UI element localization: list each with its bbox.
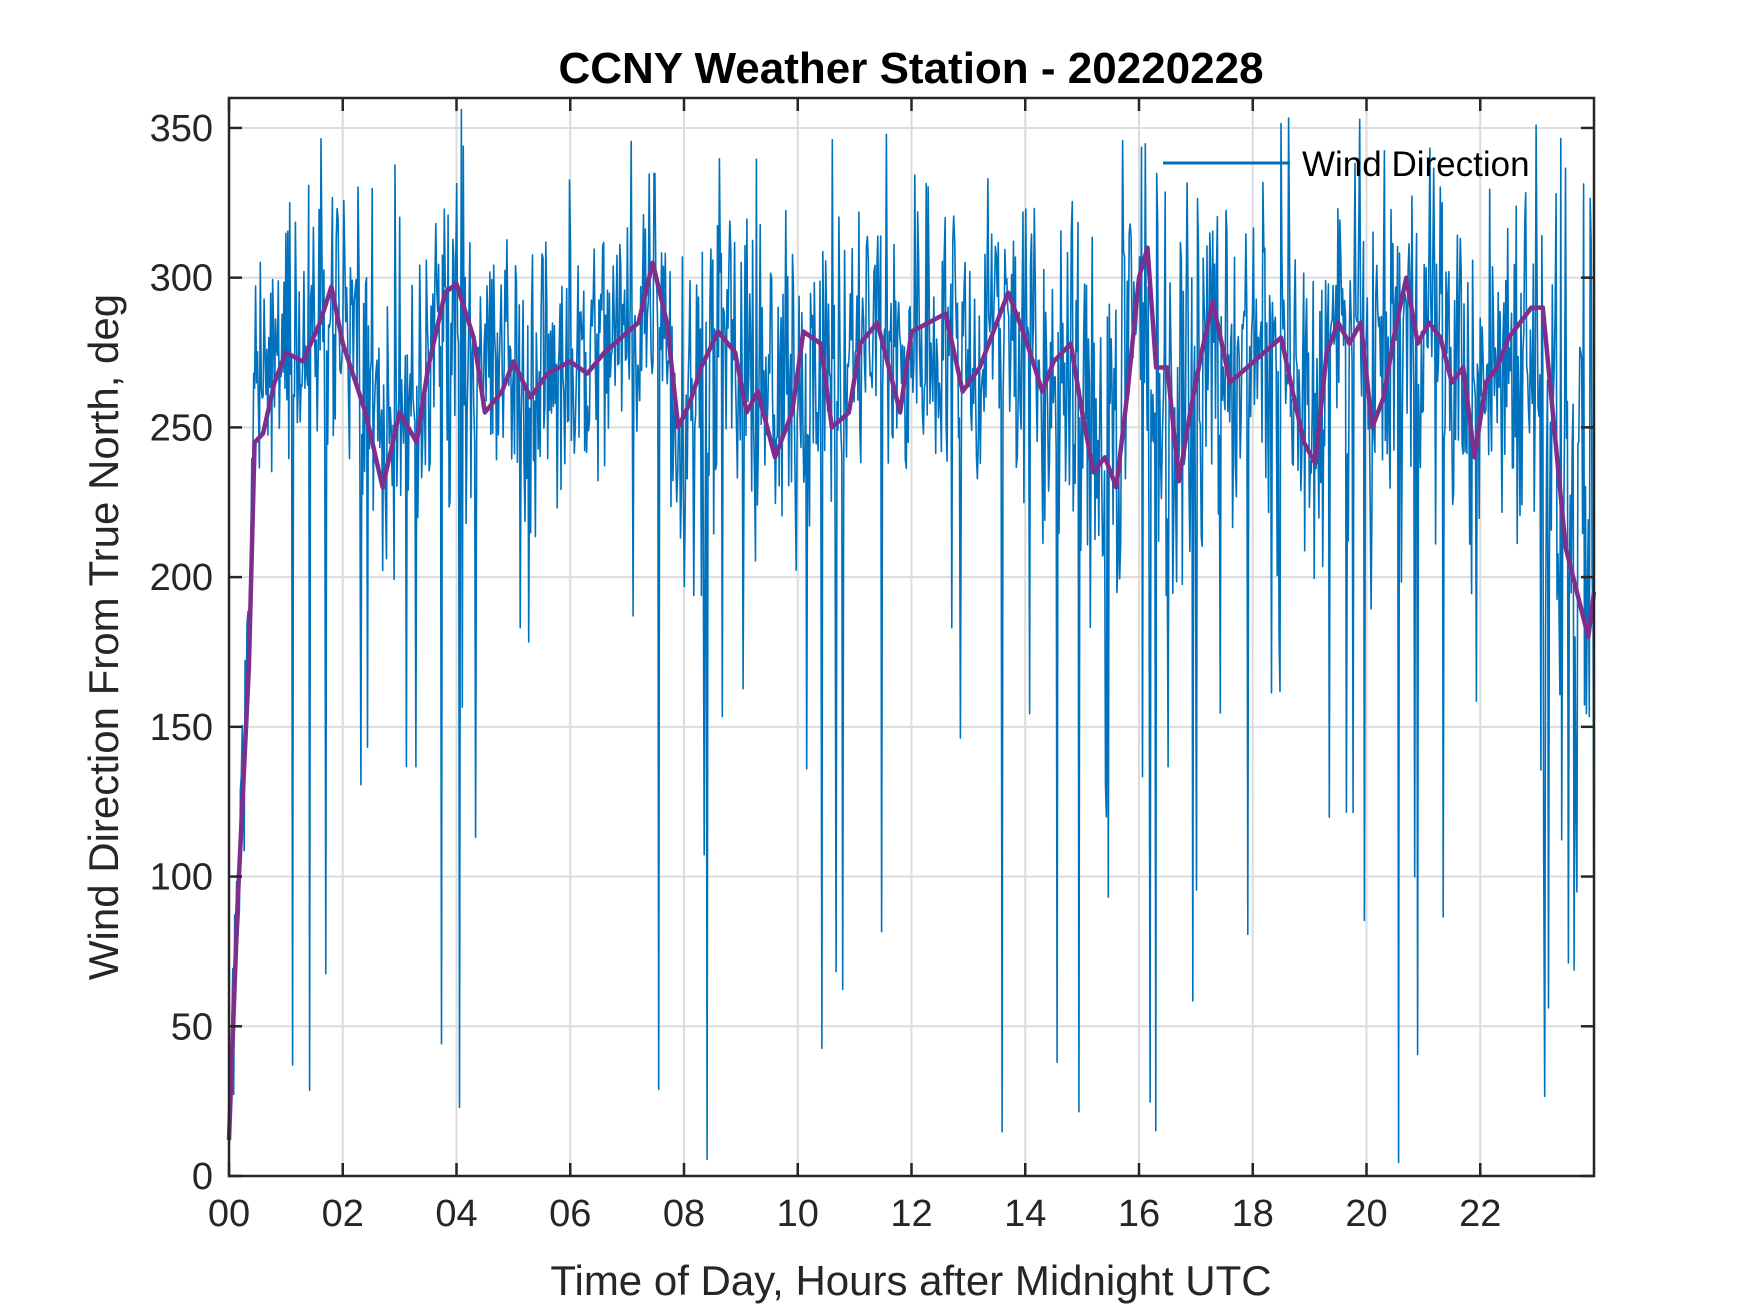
line-smoothed-mean <box>226 245 1597 1141</box>
x-tick-label: 04 <box>435 1193 477 1235</box>
legend-label-wind-direction: Wind Direction <box>1302 145 1530 184</box>
y-tick-label: 300 <box>150 258 213 300</box>
series-smoothed-mean <box>226 245 1597 1141</box>
ticks <box>227 98 1594 1178</box>
y-tick-label: 250 <box>150 407 213 449</box>
x-tick-label: 06 <box>549 1193 591 1235</box>
grid <box>229 98 1594 1176</box>
x-tick-label: 18 <box>1232 1193 1274 1235</box>
x-tick-labels: 00 02 04 06 08 10 12 14 16 18 20 22 <box>208 1193 1502 1235</box>
y-tick-label: 100 <box>150 857 213 899</box>
chart-title: CCNY Weather Station - 20220228 <box>558 44 1263 93</box>
y-tick-label: 150 <box>150 707 213 749</box>
legend: Wind Direction <box>1163 145 1530 184</box>
series-wind-direction <box>228 108 1595 1164</box>
y-tick-label: 0 <box>192 1156 213 1198</box>
line-wind-direction <box>228 108 1595 1164</box>
y-tick-label: 50 <box>171 1006 213 1048</box>
x-tick-label: 10 <box>777 1193 819 1235</box>
x-tick-label: 16 <box>1118 1193 1160 1235</box>
y-tick-label: 200 <box>150 557 213 599</box>
y-tick-label: 350 <box>150 108 213 150</box>
x-tick-label: 12 <box>890 1193 932 1235</box>
x-tick-label: 00 <box>208 1193 250 1235</box>
y-axis-label: Wind Direction From True North, deg <box>80 294 127 980</box>
x-tick-label: 20 <box>1345 1193 1387 1235</box>
x-tick-label: 22 <box>1459 1193 1501 1235</box>
x-axis-label: Time of Day, Hours after Midnight UTC <box>550 1257 1271 1304</box>
y-tick-labels: 0 50 100 150 200 250 300 350 <box>150 108 213 1198</box>
x-tick-label: 02 <box>322 1193 364 1235</box>
x-tick-label: 08 <box>663 1193 705 1235</box>
x-tick-label: 14 <box>1004 1193 1046 1235</box>
